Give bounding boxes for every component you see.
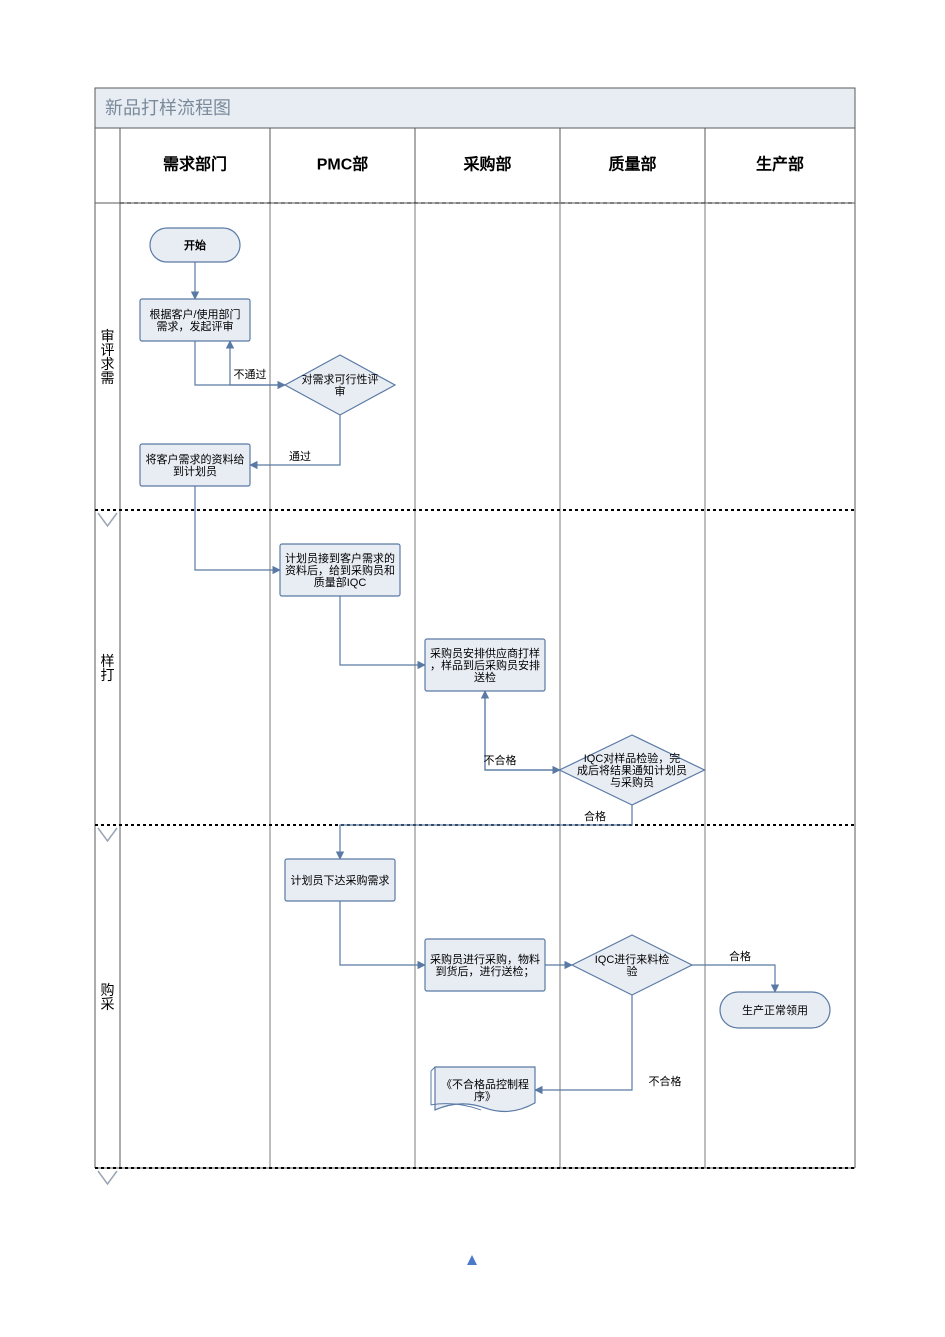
lane-header-l4: 质量部: [608, 155, 656, 174]
phase-label-p3: 购采: [100, 983, 116, 1011]
diagram-title: 新品打样流程图: [105, 98, 231, 118]
node-d3: IQC进行来料检验: [572, 935, 692, 995]
edge-label: 通过: [289, 450, 311, 463]
edge-label: 不通过: [234, 368, 267, 381]
edge: [340, 596, 425, 665]
lane-header-l1: 需求部门: [163, 155, 227, 174]
node-d1: 对需求可行性评审: [285, 355, 395, 415]
lane-header-l3: 采购部: [462, 155, 511, 174]
lane-header-l5: 生产部: [756, 155, 804, 174]
flowchart-document: 新品打样流程图需求部门 PMC部 采购部 质量部 生产部审评求需样打购采 不通过通过不合格…: [0, 0, 945, 1337]
node-doc: 《不合格品控制程序》: [431, 1067, 535, 1112]
node-end: 生产正常领用: [720, 992, 830, 1028]
footer-mark-icon: [467, 1255, 477, 1265]
edge-label: 不合格: [484, 753, 517, 767]
node-start: 开始: [150, 228, 240, 262]
lane-header-l2: PMC部: [317, 155, 369, 174]
node-n6: 采购员进行采购，物料到货后，进行送检；: [425, 939, 545, 991]
phase-chevron-icon: [98, 1171, 117, 1184]
node-text: 开始: [184, 238, 206, 252]
node-text: 根据客户/使用部门需求，发起评审: [149, 307, 240, 333]
node-n2: 将客户需求的资料给到计划员: [140, 444, 250, 486]
edge: [692, 965, 775, 992]
node-n5: 计划员下达采购需求: [285, 859, 395, 901]
flowchart-svg: 新品打样流程图需求部门 PMC部 采购部 质量部 生产部审评求需样打购采 不通过通过不合格…: [0, 0, 945, 1337]
node-text: 采购员进行采购，物料到货后，进行送检；: [430, 952, 540, 978]
node-n3: 计划员接到客户需求的资料后，给到采购员和质量部IQC: [280, 544, 400, 596]
phase-chevron-icon: [98, 513, 117, 526]
phase-chevron-icon: [98, 828, 117, 841]
node-n4: 采购员安排供应商打样，样品到后采购员安排送检: [425, 639, 545, 691]
edge-label: 不合格: [649, 1074, 682, 1088]
edge-label: 合格: [729, 949, 751, 963]
edge: [195, 486, 280, 570]
edge: [535, 995, 632, 1090]
node-n1: 根据客户/使用部门需求，发起评审: [140, 299, 250, 341]
node-text: 生产正常领用: [742, 1003, 808, 1017]
node-text: 计划员下达采购需求: [291, 873, 390, 887]
phase-label-p1: 审评求需: [100, 329, 116, 385]
node-d2: IQC对样品检验，完成后将结果通知计划员与采购员: [560, 735, 705, 805]
edge: [340, 901, 425, 965]
phase-label-p2: 样打: [100, 654, 116, 682]
edge-label: 合格: [584, 809, 606, 823]
